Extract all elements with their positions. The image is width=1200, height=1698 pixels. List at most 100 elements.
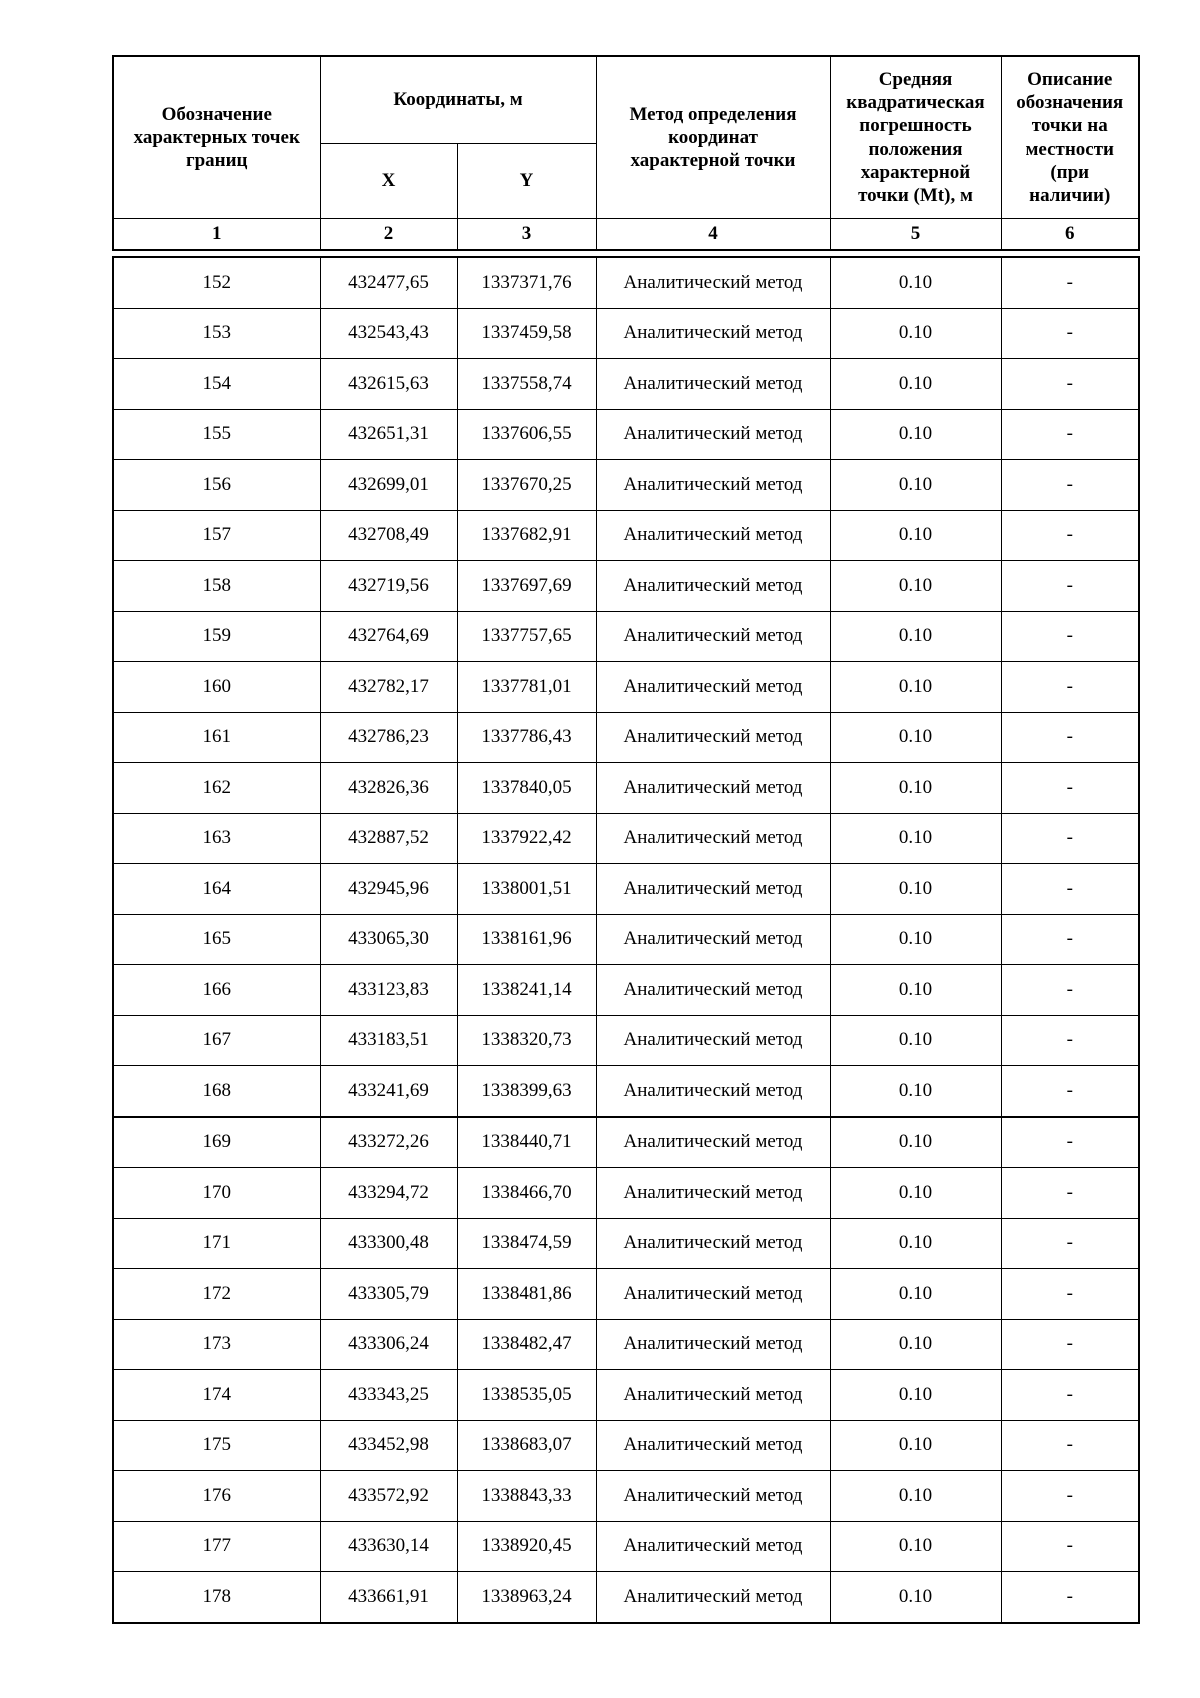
error-cell: 0.10 <box>829 1520 1002 1572</box>
description-cell: - <box>1000 1369 1140 1421</box>
method-cell: Аналитический метод <box>595 863 831 915</box>
point-cell: 161 <box>112 711 321 763</box>
method-cell: Аналитический метод <box>595 661 831 713</box>
y-cell: 1338920,45 <box>456 1520 597 1572</box>
table-row: 169 433272,26 1338440,71 Аналитический мето… <box>112 1116 1140 1168</box>
table-row: 177 433630,14 1338920,45 Аналитический мето… <box>112 1520 1140 1572</box>
y-cell: 1338001,51 <box>456 863 597 915</box>
description-cell: - <box>1000 1419 1140 1471</box>
method-cell: Аналитический метод <box>595 1520 831 1572</box>
error-cell: 0.10 <box>829 408 1002 460</box>
error-cell: 0.10 <box>829 1116 1002 1168</box>
table-row: 165 433065,30 1338161,96 Аналитический мето… <box>112 913 1140 965</box>
method-cell: Аналитический метод <box>595 459 831 511</box>
point-cell: 165 <box>112 913 321 965</box>
error-cell: 0.10 <box>829 256 1002 309</box>
error-cell: 0.10 <box>829 1470 1002 1522</box>
table-row: 156 432699,01 1337670,25 Аналитический мето… <box>112 459 1140 511</box>
point-cell: 154 <box>112 358 321 410</box>
point-cell: 177 <box>112 1520 321 1572</box>
x-cell: 432719,56 <box>319 560 458 612</box>
method-cell: Аналитический метод <box>595 1268 831 1320</box>
description-cell: - <box>1000 1065 1140 1118</box>
method-cell: Аналитический метод <box>595 560 831 612</box>
description-cell: - <box>1000 964 1140 1016</box>
y-cell: 1338481,86 <box>456 1268 597 1320</box>
description-cell: - <box>1000 560 1140 612</box>
x-cell: 432764,69 <box>319 610 458 662</box>
description-cell: - <box>1000 509 1140 561</box>
error-cell: 0.10 <box>829 509 1002 561</box>
method-cell: Аналитический метод <box>595 1419 831 1471</box>
column-number-3: 3 <box>456 218 597 251</box>
table-row: 171 433300,48 1338474,59 Аналитический мето… <box>112 1217 1140 1269</box>
description-cell: - <box>1000 1268 1140 1320</box>
x-cell: 432699,01 <box>319 459 458 511</box>
method-cell: Аналитический метод <box>595 1470 831 1522</box>
y-cell: 1337670,25 <box>456 459 597 511</box>
x-cell: 432887,52 <box>319 812 458 864</box>
table-row: 152 432477,65 1337371,76 Аналитический мето… <box>112 256 1140 309</box>
point-cell: 162 <box>112 762 321 814</box>
method-cell: Аналитический метод <box>595 964 831 1016</box>
x-cell: 433343,25 <box>319 1369 458 1421</box>
y-cell: 1338466,70 <box>456 1167 597 1219</box>
description-cell: - <box>1000 762 1140 814</box>
table-row: 176 433572,92 1338843,33 Аналитический мето… <box>112 1470 1140 1522</box>
y-cell: 1338683,07 <box>456 1419 597 1471</box>
method-cell: Аналитический метод <box>595 509 831 561</box>
y-cell: 1337781,01 <box>456 661 597 713</box>
error-cell: 0.10 <box>829 1318 1002 1370</box>
coordinates-table-header: Обозначение характерных точек границ Коо… <box>112 55 1140 251</box>
table-row: 163 432887,52 1337922,42 Аналитический мето… <box>112 812 1140 864</box>
x-cell: 432826,36 <box>319 762 458 814</box>
y-cell: 1337757,65 <box>456 610 597 662</box>
header-row-2: X Y <box>113 143 1139 219</box>
column-number-6: 6 <box>1000 218 1140 251</box>
header-point-designation: Обозначение характерных точек границ <box>112 55 321 219</box>
x-cell: 433305,79 <box>319 1268 458 1320</box>
table-row: 174 433343,25 1338535,05 Аналитический мето… <box>112 1369 1140 1421</box>
y-cell: 1338482,47 <box>456 1318 597 1370</box>
table-row: 159 432764,69 1337757,65 Аналитический мето… <box>112 610 1140 662</box>
x-cell: 433241,69 <box>319 1065 458 1118</box>
description-cell: - <box>1000 459 1140 511</box>
y-cell: 1337459,58 <box>456 307 597 359</box>
header-method: Метод определения координат характерной … <box>595 55 831 219</box>
method-cell: Аналитический метод <box>595 408 831 460</box>
table-row: 153 432543,43 1337459,58 Аналитический мето… <box>112 307 1140 359</box>
y-cell: 1338320,73 <box>456 1014 597 1066</box>
y-cell: 1338440,71 <box>456 1116 597 1168</box>
coordinates-table: Обозначение характерных точек границ Коо… <box>112 55 1142 1624</box>
method-cell: Аналитический метод <box>595 1217 831 1269</box>
point-cell: 159 <box>112 610 321 662</box>
description-cell: - <box>1000 711 1140 763</box>
description-cell: - <box>1000 1217 1140 1269</box>
description-cell: - <box>1000 812 1140 864</box>
description-cell: - <box>1000 1520 1140 1572</box>
table-row: 173 433306,24 1338482,47 Аналитический мето… <box>112 1318 1140 1370</box>
header-coordinates-group: Координаты, м <box>319 55 597 144</box>
y-cell: 1338241,14 <box>456 964 597 1016</box>
x-cell: 433300,48 <box>319 1217 458 1269</box>
point-cell: 172 <box>112 1268 321 1320</box>
point-cell: 173 <box>112 1318 321 1370</box>
table-row: 160 432782,17 1337781,01 Аналитический мето… <box>112 661 1140 713</box>
error-cell: 0.10 <box>829 1369 1002 1421</box>
x-cell: 432786,23 <box>319 711 458 763</box>
y-cell: 1338535,05 <box>456 1369 597 1421</box>
point-cell: 170 <box>112 1167 321 1219</box>
error-cell: 0.10 <box>829 358 1002 410</box>
error-cell: 0.10 <box>829 1419 1002 1471</box>
point-cell: 174 <box>112 1369 321 1421</box>
description-cell: - <box>1000 307 1140 359</box>
x-cell: 433452,98 <box>319 1419 458 1471</box>
column-number-2: 2 <box>319 218 458 251</box>
table-row: 164 432945,96 1338001,51 Аналитический мето… <box>112 863 1140 915</box>
x-cell: 432615,63 <box>319 358 458 410</box>
point-cell: 166 <box>112 964 321 1016</box>
point-cell: 168 <box>112 1065 321 1118</box>
header-y: Y <box>456 143 597 219</box>
y-cell: 1337697,69 <box>456 560 597 612</box>
x-cell: 433272,26 <box>319 1116 458 1168</box>
